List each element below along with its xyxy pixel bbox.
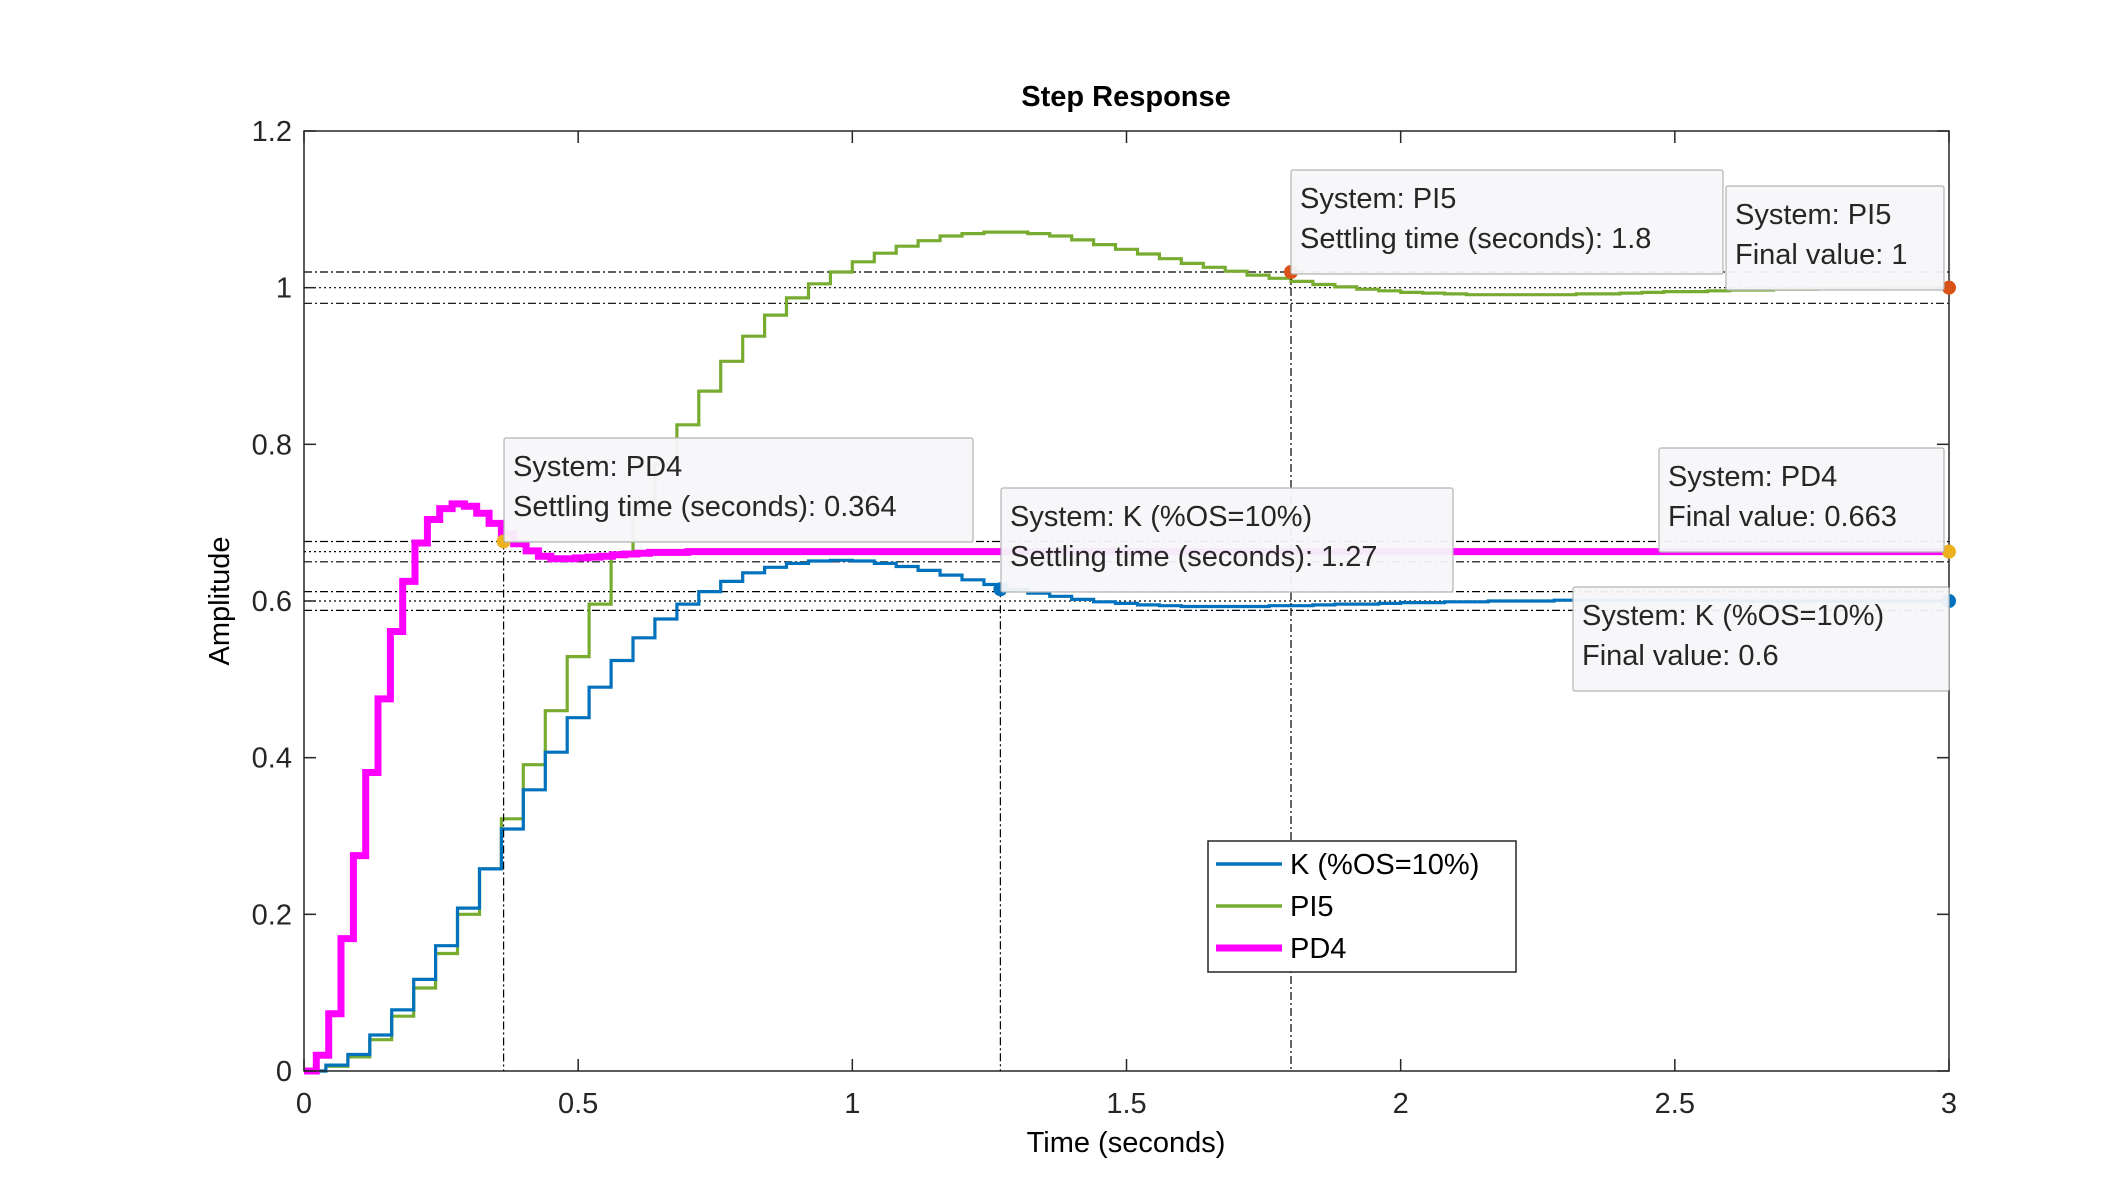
y-tick-label: 0	[276, 1056, 292, 1088]
legend-label-pd4: PD4	[1290, 933, 1346, 965]
datatip-box	[1000, 487, 1454, 593]
datatip[interactable]: System: PD4 Settling time (seconds): 0.36…	[503, 437, 974, 543]
datatip-text: Final value: 0.663	[1668, 501, 1897, 533]
datatip-text: Final value: 0.6	[1582, 640, 1779, 672]
datatip-text: System: PD4	[1668, 461, 1837, 493]
datatip-box	[1572, 586, 1950, 692]
legend-label-pi5: PI5	[1290, 891, 1334, 923]
series-line-k[interactable]	[304, 558, 1949, 1073]
datatip[interactable]: System: PD4 Final value: 0.663	[1658, 447, 1945, 553]
x-tick-label: 0	[296, 1088, 312, 1120]
x-tick-label: 2	[1393, 1088, 1409, 1120]
x-tick-label: 2.5	[1655, 1088, 1695, 1120]
datatip-box	[1290, 169, 1724, 275]
datatip-text: Final value: 1	[1735, 239, 1908, 271]
axis-ticks: 0 0.5 1 1.5 2 2.5 3 0 0.2 0.4 0.6 0.8 1 1.2	[252, 116, 1957, 1120]
datatip-text: Settling time (seconds): 1.27	[1010, 541, 1378, 573]
datatip-box	[503, 437, 974, 543]
datatip[interactable]: System: PI5 Final value: 1	[1725, 185, 1945, 291]
series-line-pi5[interactable]	[304, 230, 1949, 1073]
y-axis-label: Amplitude	[204, 537, 236, 666]
x-axis-label: Time (seconds)	[1027, 1127, 1226, 1159]
datatip[interactable]: System: K (%OS=10%) Settling time (second…	[1000, 487, 1454, 593]
datatip[interactable]: System: K (%OS=10%) Final value: 0.6	[1572, 586, 1950, 692]
datatip-text: Settling time (seconds): 0.364	[513, 491, 897, 523]
chart-title: Step Response	[1021, 81, 1231, 113]
datatip-text: System: PI5	[1735, 199, 1891, 231]
y-tick-label: 0.8	[252, 429, 292, 461]
datatip-text: Settling time (seconds): 1.8	[1300, 223, 1651, 255]
datatip-text: System: PI5	[1300, 183, 1456, 215]
x-tick-label: 0.5	[558, 1088, 598, 1120]
y-tick-label: 1	[276, 273, 292, 305]
legend-label-k: K (%OS=10%)	[1290, 849, 1479, 881]
x-tick-label: 3	[1941, 1088, 1957, 1120]
x-tick-label: 1.5	[1106, 1088, 1146, 1120]
y-tick-label: 0.6	[252, 586, 292, 618]
datatip-text: System: PD4	[513, 451, 682, 483]
y-tick-label: 1.2	[252, 116, 292, 148]
datatip[interactable]: System: PI5 Settling time (seconds): 1.8	[1290, 169, 1724, 275]
y-tick-label: 0.2	[252, 899, 292, 931]
datatip-box	[1658, 447, 1945, 553]
datatip-text: System: K (%OS=10%)	[1010, 501, 1312, 533]
datatip-box	[1725, 185, 1945, 291]
x-tick-label: 1	[844, 1088, 860, 1120]
annotation-tips: System: K (%OS=10%) Settling time (second…	[503, 169, 1950, 692]
legend[interactable]: K (%OS=10%) PI5 PD4	[1207, 840, 1517, 973]
y-tick-label: 0.4	[252, 743, 292, 775]
annotation-markers	[496, 265, 1956, 1071]
datatip-text: System: K (%OS=10%)	[1582, 600, 1884, 632]
